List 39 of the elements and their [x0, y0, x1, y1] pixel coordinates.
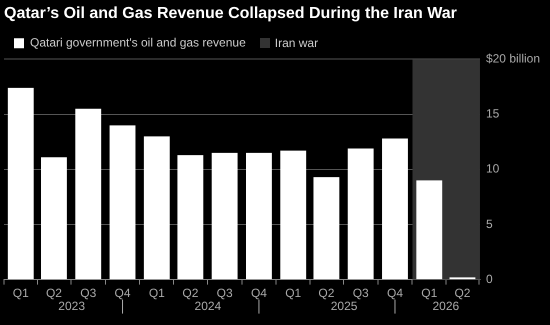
x-tick-label: Q1 — [12, 286, 30, 300]
text: 2024 — [194, 298, 222, 313]
bar — [177, 155, 204, 280]
y-tick-label: 10 — [486, 162, 500, 176]
x-tick-label: Q1 — [148, 286, 166, 300]
bar — [8, 88, 34, 280]
x-tick-label: Q1 — [421, 286, 438, 300]
bar — [246, 152, 272, 280]
y-tick-label: 5 — [486, 216, 493, 231]
legend-label: Iran war — [274, 36, 318, 50]
text: 2026 — [432, 298, 460, 313]
x-tick-label: Q2 — [454, 286, 471, 300]
x-tick-label: Q1 — [285, 286, 302, 300]
bar — [144, 136, 170, 280]
x-tick-label: Q3 — [352, 286, 370, 300]
y-tick-label: 15 — [486, 106, 500, 121]
y-tick-label: $20 billion — [486, 52, 540, 66]
bar — [313, 177, 340, 280]
bar — [41, 157, 67, 280]
y-tick-label: 0 — [486, 272, 493, 286]
text: 2025 — [330, 298, 358, 313]
x-tick-label: Q3 — [80, 286, 97, 300]
bar — [382, 138, 408, 280]
text: 2023 — [58, 298, 86, 313]
x-tick-label: Q2 — [318, 286, 335, 300]
bar — [416, 180, 442, 280]
x-tick-label: Q3 — [216, 286, 233, 300]
bar — [348, 148, 374, 280]
bar — [212, 152, 238, 280]
bar — [280, 150, 306, 280]
x-tick-label: Q2 — [182, 286, 199, 300]
x-tick-label: Q4 — [250, 286, 268, 300]
bar — [75, 108, 102, 280]
x-tick-label: Q2 — [46, 286, 62, 300]
x-tick-label: Q4 — [114, 286, 131, 300]
bar — [110, 125, 136, 280]
chart-title: Qatar’s Oil and Gas Revenue Collapsed During the Iran War — [4, 5, 457, 22]
legend-label: Qatari government's oil and gas revenue — [30, 36, 246, 50]
x-tick-label: Q4 — [386, 286, 404, 300]
